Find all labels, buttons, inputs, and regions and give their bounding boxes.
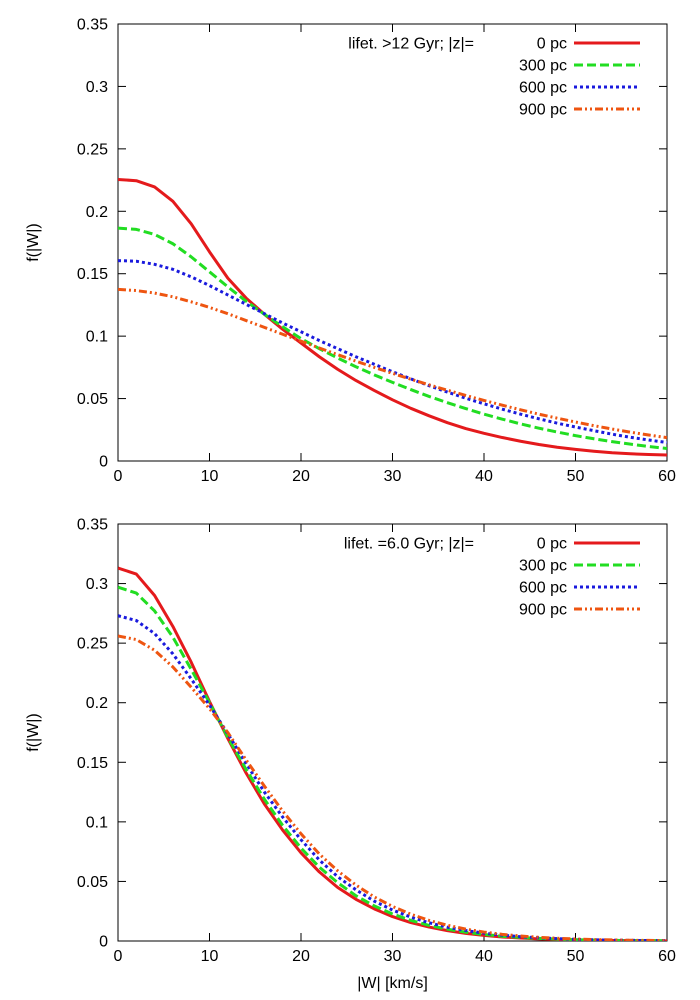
legend-label: 0 pc — [537, 536, 567, 553]
legend-header: lifet. >12 Gyr; |z|= — [348, 36, 474, 53]
x-tick-label: 40 — [475, 468, 493, 485]
x-tick-label: 0 — [114, 468, 123, 485]
x-tick-label: 40 — [475, 948, 493, 965]
x-tick-label: 20 — [292, 468, 310, 485]
y-tick-label: 0.15 — [77, 755, 108, 772]
legend-label: 300 pc — [519, 558, 567, 575]
y-tick-label: 0 — [99, 454, 108, 471]
x-tick-label: 20 — [292, 948, 310, 965]
y-tick-label: 0.2 — [86, 204, 108, 221]
series-line-0-pc — [118, 177, 667, 457]
y-tick-label: 0.2 — [86, 695, 108, 712]
bottom-panel: 0 0.05 0.1 0.15 0.2 0.25 0.3 0.35 0 10 20 30 40 50 60 f… — [25, 517, 676, 993]
legend-label: 600 pc — [519, 580, 567, 597]
legend-label: 900 pc — [519, 602, 567, 619]
y-tick-label: 0.25 — [77, 636, 108, 653]
x-tick-label: 50 — [567, 948, 585, 965]
x-tick-label: 30 — [384, 468, 402, 485]
legend-label: 300 pc — [519, 58, 567, 75]
y-tick-label: 0.05 — [77, 391, 108, 408]
legend-label: 600 pc — [519, 80, 567, 97]
legend-header: lifet. =6.0 Gyr; |z|= — [344, 536, 474, 553]
x-tick-label: 10 — [201, 468, 219, 485]
y-tick-label: 0.25 — [77, 141, 108, 158]
series-line-600-pc — [118, 259, 667, 445]
x-tick-label: 10 — [201, 948, 219, 965]
series-line-0-pc — [118, 566, 667, 941]
y-tick-label: 0.35 — [77, 17, 108, 34]
x-tick-label: 60 — [658, 468, 676, 485]
plot-frame — [117, 23, 668, 462]
y-tick-label: 0.05 — [77, 874, 108, 891]
top-panel: 0 0.05 0.1 0.15 0.2 0.25 0.3 0.35 0 10 20 30 40 50 60 f… — [25, 17, 676, 486]
y-tick-label: 0.3 — [86, 576, 108, 593]
x-axis-label: |W| [km/s] — [357, 975, 428, 992]
y-tick-label: 0.35 — [77, 517, 108, 534]
series-line-900-pc — [118, 287, 667, 440]
x-tick-label: 0 — [114, 948, 123, 965]
x-tick-label: 60 — [658, 948, 676, 965]
x-tick-label: 30 — [384, 948, 402, 965]
series-line-300-pc — [118, 226, 667, 451]
y-tick-label: 0.3 — [86, 79, 108, 96]
series-line-600-pc — [118, 614, 667, 941]
y-tick-label: 0.1 — [86, 814, 108, 831]
y-axis-label: f(|W|) — [25, 223, 42, 262]
plot-frame — [117, 523, 668, 942]
x-tick-label: 50 — [567, 468, 585, 485]
y-tick-label: 0.1 — [86, 329, 108, 346]
y-tick-label: 0 — [99, 934, 108, 951]
y-tick-label: 0.15 — [77, 266, 108, 283]
series-line-300-pc — [118, 585, 667, 941]
legend-label: 900 pc — [519, 102, 567, 119]
legend-label: 0 pc — [537, 36, 567, 53]
y-axis-label: f(|W|) — [25, 713, 42, 752]
